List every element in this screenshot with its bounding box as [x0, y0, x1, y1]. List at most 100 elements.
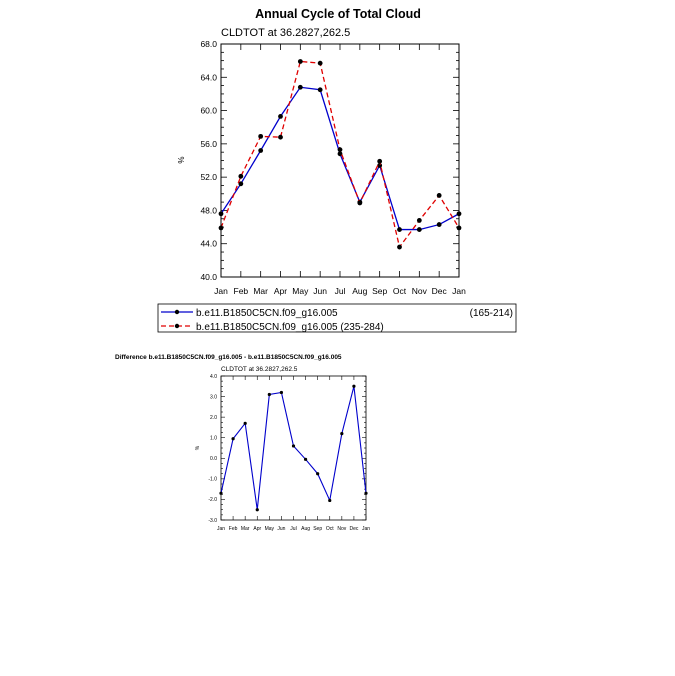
- main-series-1-point: [416, 227, 422, 232]
- main-series-2-point: [278, 134, 283, 140]
- main-xtick-label: Dec: [432, 286, 448, 296]
- main-xtick-label: Jan: [452, 286, 466, 296]
- diff-xtick-label: Mar: [241, 526, 250, 532]
- difference-axis-ticks: -3.0 -2.0 -1.0 0.0 1.0 2.0 3.0 4.0 Jan Feb Mar Apr M…: [208, 374, 370, 532]
- legend-marker-series-1: [174, 309, 180, 315]
- diff-series-1-point: [340, 432, 344, 436]
- diff-series-1-point: [328, 498, 332, 503]
- main-series-1-point: [218, 211, 224, 217]
- main-xtick-label: Feb: [234, 286, 249, 296]
- diff-series-1-point: [316, 472, 320, 476]
- main-xtick-label: Apr: [274, 286, 287, 296]
- diff-series-1-point: [352, 384, 356, 388]
- main-xtick-label: Nov: [412, 286, 428, 296]
- main-series-2-point: [416, 218, 422, 223]
- legend-label-series-1: b.e11.B1850C5CN.f09_g16.005: [196, 308, 338, 319]
- diff-series-1-point: [364, 491, 368, 495]
- diff-xtick-label: Nov: [337, 526, 346, 532]
- difference-series-lines: [219, 384, 368, 512]
- legend-label-series-2: b.e11.B1850C5CN.f09_g16.005 (235-284): [196, 322, 384, 333]
- main-axis-ticks: 40.0 44.0 48.0 52.0 56.0 60.0 64.0 68.0 Jan Feb Ma…: [200, 39, 466, 296]
- main-series-1-point: [337, 151, 343, 157]
- main-xtick-label: Jun: [313, 286, 327, 296]
- difference-y-axis-label: %: [195, 445, 201, 450]
- diff-series-1-point: [279, 390, 284, 395]
- legend-box: [157, 303, 517, 333]
- diff-series-1-point: [303, 457, 308, 461]
- chart-subtitle: CLDTOT at 36.2827,262.5: [221, 27, 350, 39]
- difference-subtitle: CLDTOT at 36.2827,262.5: [221, 366, 298, 373]
- main-series-1-point: [436, 222, 442, 227]
- main-ytick-label: 64.0: [200, 72, 217, 82]
- main-series-2-point: [317, 60, 323, 66]
- main-series-2-point: [436, 193, 442, 198]
- main-xtick-label: Jul: [335, 286, 346, 296]
- difference-plot-frame: [220, 375, 367, 521]
- diff-ytick-label: -2.0: [208, 497, 217, 503]
- main-series-1-point: [238, 181, 244, 187]
- main-xtick-label: Sep: [372, 286, 387, 296]
- main-series-2-point: [258, 133, 264, 139]
- main-xtick-label: Aug: [352, 286, 367, 296]
- diff-xtick-label: Jan: [217, 526, 225, 532]
- difference-title: Difference b.e11.B1850C5CN.f09_g16.005 -…: [115, 354, 342, 361]
- main-ytick-label: 40.0: [200, 272, 217, 282]
- main-series-1-point: [456, 211, 462, 217]
- diff-ytick-label: -3.0: [208, 518, 217, 524]
- main-ytick-label: 48.0: [200, 205, 217, 215]
- diff-ytick-label: 3.0: [210, 394, 217, 400]
- legend-marker-series-2: [174, 323, 180, 329]
- diff-xtick-label: Feb: [229, 526, 238, 532]
- diff-xtick-label: Jan: [362, 526, 370, 532]
- main-series-2-point: [218, 225, 224, 231]
- main-plot-frame: [220, 43, 460, 278]
- diff-xtick-label: Dec: [349, 526, 358, 532]
- main-xtick-label: Mar: [253, 286, 268, 296]
- diff-xtick-label: Jun: [277, 526, 285, 532]
- diff-ytick-label: 2.0: [210, 415, 217, 421]
- main-series-1-point: [397, 227, 402, 232]
- main-series-2-point: [456, 225, 462, 231]
- main-series-lines: [218, 59, 462, 250]
- diff-ytick-label: 1.0: [210, 435, 217, 441]
- diff-xtick-label: Jul: [290, 526, 296, 532]
- diff-series-1-point: [291, 444, 296, 448]
- diff-xtick-label: Aug: [301, 526, 310, 532]
- diff-series-1-point: [243, 421, 247, 425]
- main-xtick-label: Oct: [393, 286, 407, 296]
- diff-ytick-label: 4.0: [210, 374, 217, 380]
- main-series-1-point: [297, 84, 303, 90]
- main-xtick-label: May: [292, 286, 309, 296]
- diff-xtick-label: Apr: [253, 526, 261, 532]
- main-y-axis-label: %: [177, 156, 186, 163]
- main-xtick-label: Jan: [214, 286, 228, 296]
- main-series-2-point: [297, 59, 303, 64]
- main-ytick-label: 56.0: [200, 139, 217, 149]
- figure-title: Annual Cycle of Total Cloud: [255, 7, 421, 21]
- main-ytick-label: 60.0: [200, 106, 217, 116]
- main-series-2-point: [357, 200, 363, 206]
- diff-xtick-label: Oct: [326, 526, 334, 532]
- main-series-1-point: [317, 87, 323, 93]
- main-series-1-point: [258, 148, 264, 153]
- diff-xtick-label: Sep: [313, 526, 322, 532]
- main-ytick-label: 68.0: [200, 39, 217, 49]
- diff-ytick-label: -1.0: [208, 477, 217, 483]
- diff-ytick-label: 0.0: [210, 456, 217, 462]
- diff-series-1-point: [255, 508, 259, 512]
- main-ytick-label: 44.0: [200, 239, 217, 249]
- main-series-2-point: [397, 244, 402, 250]
- main-series-2-point: [377, 158, 383, 164]
- main-series-2-point: [337, 147, 343, 153]
- diff-series-1-point: [231, 437, 235, 441]
- diff-xtick-label: May: [265, 526, 275, 532]
- main-series-line-1: [220, 86, 460, 231]
- main-series-2-point: [238, 173, 244, 179]
- diff-series-1-point: [219, 491, 223, 495]
- main-series-1-point: [278, 113, 283, 119]
- diff-series-1-point: [267, 392, 271, 397]
- legend-period-series-1: (165-214): [470, 308, 513, 319]
- diff-series-line-1: [220, 386, 367, 510]
- main-ytick-label: 52.0: [200, 172, 217, 182]
